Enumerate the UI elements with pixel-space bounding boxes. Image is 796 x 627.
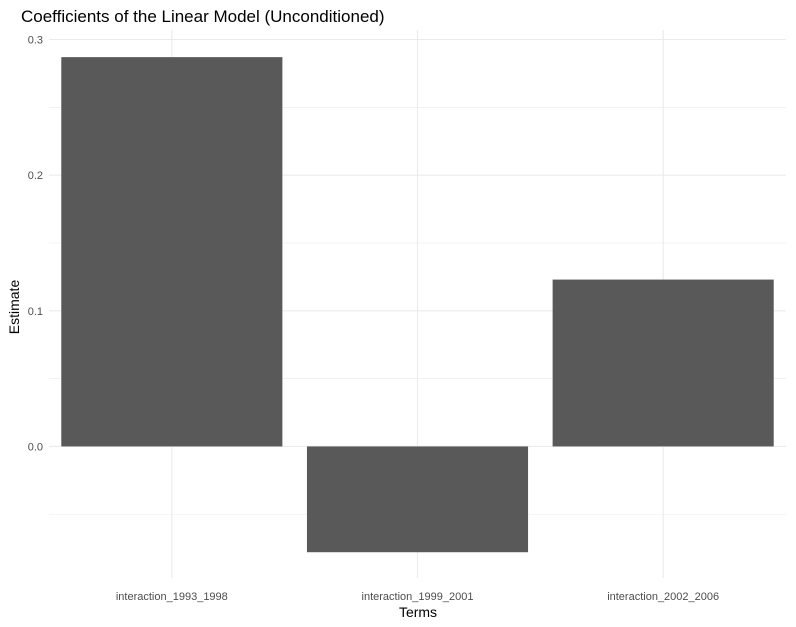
y-tick-label: 0.3 [28, 34, 43, 46]
x-axis-title: Terms [399, 604, 437, 620]
x-tick-label: interaction_1993_1998 [116, 591, 228, 603]
chart-title: Coefficients of the Linear Model (Uncond… [21, 7, 385, 26]
y-tick-label: 0.0 [28, 441, 43, 453]
bar-interaction_2002_2006 [552, 279, 774, 447]
bar-interaction_1999_2001 [306, 446, 529, 553]
y-tick-labels: 0.0 0.1 0.2 0.3 [28, 34, 43, 453]
x-tick-labels: interaction_1993_1998 interaction_1999_20… [116, 591, 719, 603]
x-tick-label: interaction_2002_2006 [607, 591, 719, 603]
bars [61, 57, 774, 553]
y-tick-label: 0.1 [28, 306, 43, 318]
x-tick-label: interaction_1999_2001 [362, 591, 474, 603]
y-tick-label: 0.2 [28, 170, 43, 182]
bar-interaction_1993_1998 [61, 57, 283, 447]
y-axis-title: Estimate [6, 280, 22, 335]
